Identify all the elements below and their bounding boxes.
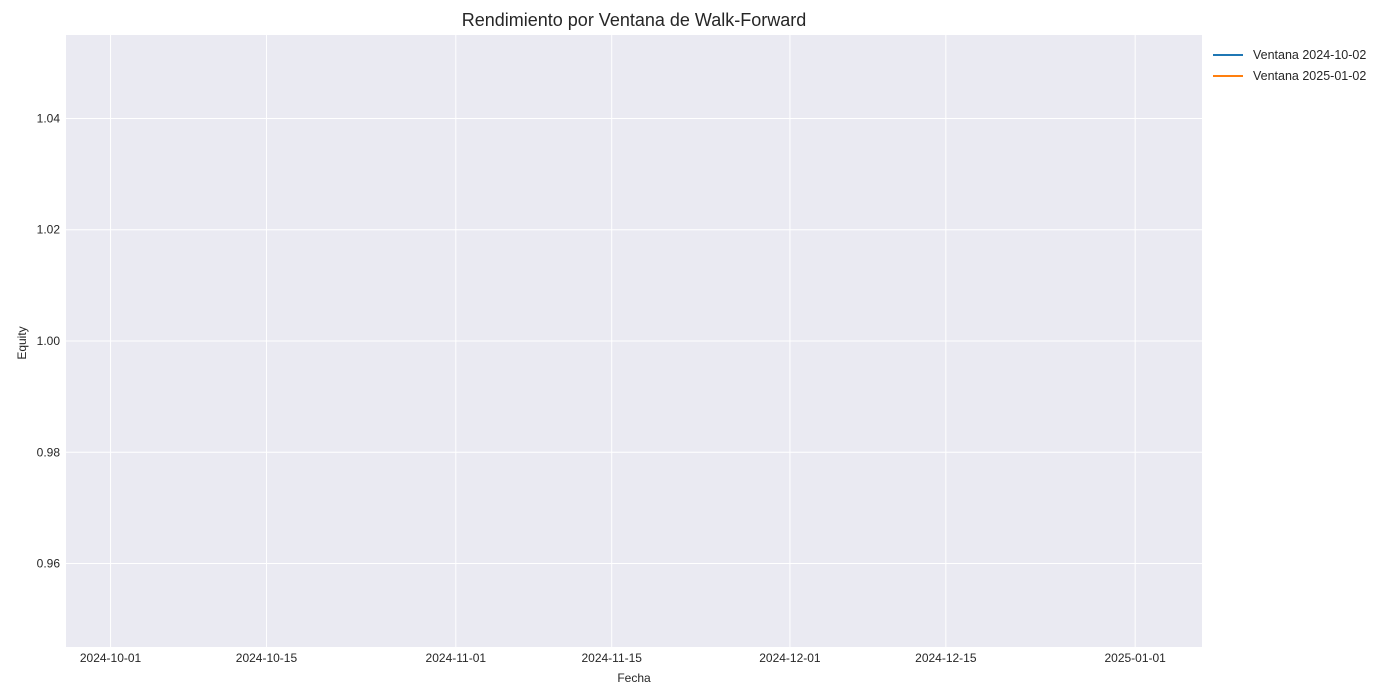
y-axis-label: Equity <box>15 326 29 359</box>
y-tick-label: 0.98 <box>37 445 61 459</box>
x-tick-label: 2024-10-01 <box>80 651 142 665</box>
legend-swatch-series-1 <box>1213 53 1243 56</box>
grid-lines <box>66 35 1202 647</box>
y-tick-label: 1.04 <box>37 111 61 125</box>
legend-item-series-1: Ventana 2024-10-02 <box>1208 44 1366 65</box>
y-tick-labels: 0.96 0.98 1.00 1.02 1.04 <box>37 111 61 570</box>
legend-label-series-1: Ventana 2024-10-02 <box>1253 47 1367 62</box>
y-tick-label: 0.96 <box>37 557 61 571</box>
legend-item-series-2: Ventana 2025-01-02 <box>1208 65 1366 86</box>
x-axis-label: Fecha <box>617 671 651 685</box>
x-tick-label: 2024-12-15 <box>915 651 977 665</box>
legend: Ventana 2024-10-02 Ventana 2025-01-02 <box>1208 44 1366 86</box>
chart-title: Rendimiento por Ventana de Walk-Forward <box>461 10 807 30</box>
y-tick-label: 1.02 <box>37 223 61 237</box>
x-tick-labels: 2024-10-01 2024-10-15 2024-11-01 2024-11-15… <box>80 651 1166 665</box>
y-tick-label: 1.00 <box>37 334 61 348</box>
x-tick-label: 2024-10-15 <box>236 651 298 665</box>
x-tick-label: 2024-12-01 <box>759 651 821 665</box>
legend-swatch-series-2 <box>1213 74 1243 77</box>
x-tick-label: 2025-01-01 <box>1104 651 1166 665</box>
x-tick-label: 2024-11-15 <box>581 651 642 665</box>
x-tick-label: 2024-11-01 <box>426 651 487 665</box>
legend-label-series-2: Ventana 2025-01-02 <box>1253 68 1367 83</box>
